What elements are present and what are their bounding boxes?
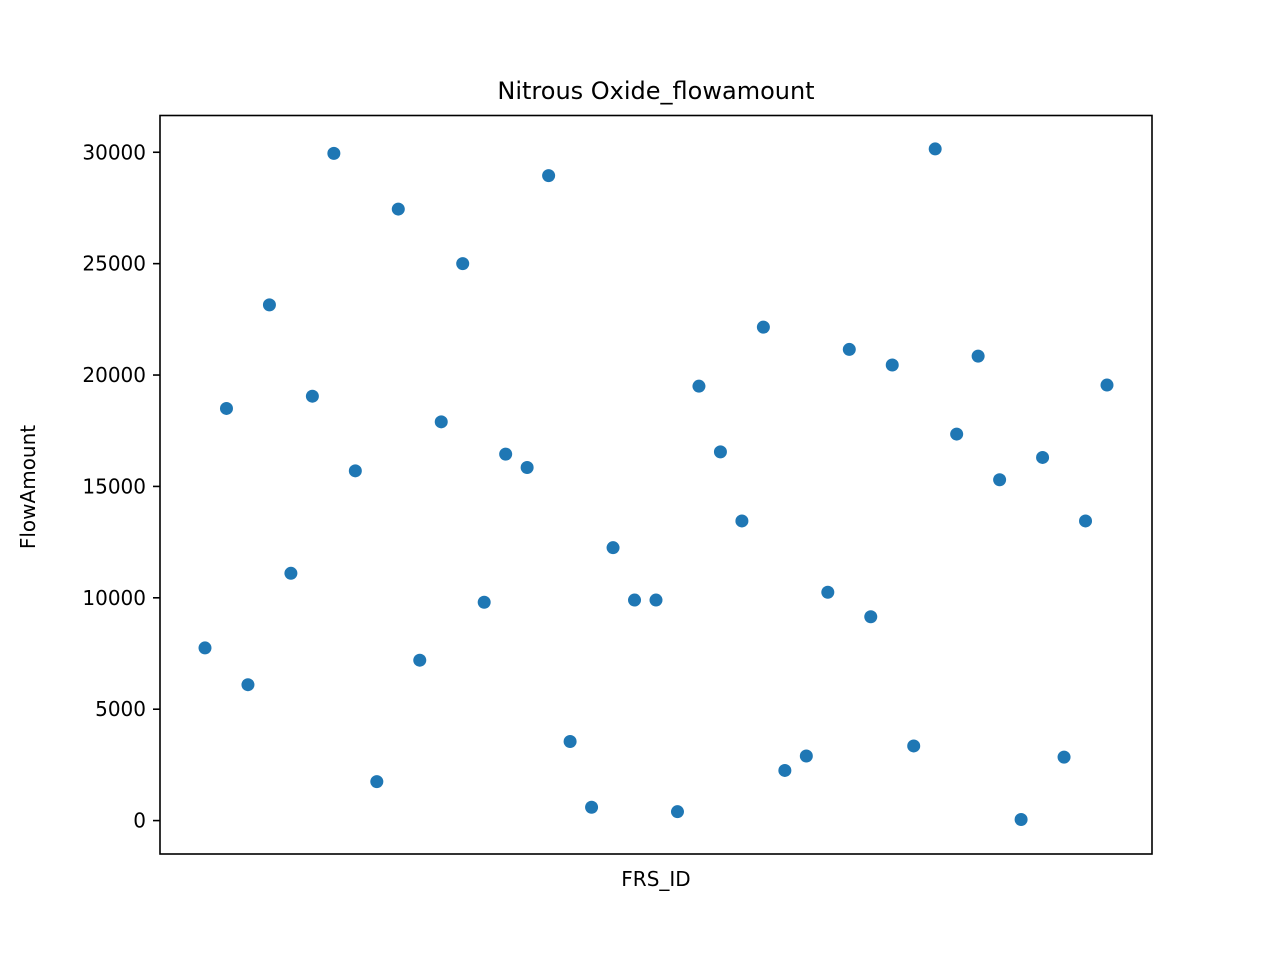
scatter-point xyxy=(1036,450,1050,464)
scatter-point xyxy=(284,566,298,580)
chart-title: Nitrous Oxide_flowamount xyxy=(497,77,814,105)
data-points xyxy=(198,142,1114,826)
y-tick-label: 5000 xyxy=(95,697,146,721)
y-tick-label: 10000 xyxy=(82,586,146,610)
scatter-point xyxy=(499,447,513,461)
scatter-point xyxy=(241,678,255,692)
plot-area xyxy=(159,114,1153,855)
scatter-point xyxy=(735,514,749,528)
scatter-point xyxy=(1079,514,1093,528)
scatter-point xyxy=(778,763,792,777)
scatter-point xyxy=(520,460,534,474)
y-tick-label: 30000 xyxy=(82,140,146,164)
scatter-point xyxy=(864,610,878,624)
scatter-point xyxy=(993,473,1007,487)
scatter-point xyxy=(649,593,663,607)
y-tick-label: 20000 xyxy=(82,363,146,387)
scatter-point xyxy=(370,775,384,789)
scatter-point xyxy=(1014,812,1028,826)
scatter-point xyxy=(1057,750,1071,764)
scatter-point xyxy=(842,342,856,356)
scatter-point xyxy=(477,595,491,609)
scatter-point xyxy=(327,146,341,160)
scatter-point xyxy=(971,349,985,363)
scatter-point xyxy=(305,389,319,403)
scatter-point xyxy=(456,257,470,271)
scatter-point xyxy=(563,735,577,748)
scatter-point xyxy=(542,169,556,183)
scatter-point xyxy=(198,641,212,655)
y-axis: 0 5000 10000 15000 20000 25000 30000 xyxy=(82,140,160,833)
scatter-point xyxy=(885,358,899,372)
scatter-point xyxy=(821,585,835,599)
scatter-point xyxy=(756,320,770,334)
scatter-point xyxy=(799,749,813,763)
scatter-point xyxy=(262,298,276,312)
scatter-point xyxy=(670,805,684,819)
scatter-point xyxy=(413,653,427,667)
y-tick-label: 0 xyxy=(133,809,146,833)
scatter-point xyxy=(585,800,599,814)
scatter-point xyxy=(1100,378,1114,392)
x-axis-label: FRS_ID xyxy=(621,867,690,891)
scatter-point xyxy=(713,445,727,459)
y-tick-label: 25000 xyxy=(82,252,146,276)
y-tick-label: 15000 xyxy=(82,474,146,498)
scatter-point xyxy=(928,142,942,156)
scatter-point xyxy=(606,541,620,555)
scatter-point xyxy=(219,401,233,415)
scatter-point xyxy=(348,464,362,478)
scatter-point xyxy=(628,593,642,607)
scatter-point xyxy=(391,202,405,216)
scatter-point xyxy=(950,427,964,441)
scatter-point xyxy=(434,415,448,429)
scatter-point xyxy=(692,379,706,393)
scatter-point xyxy=(907,739,921,753)
y-axis-label: FlowAmount xyxy=(16,425,40,549)
